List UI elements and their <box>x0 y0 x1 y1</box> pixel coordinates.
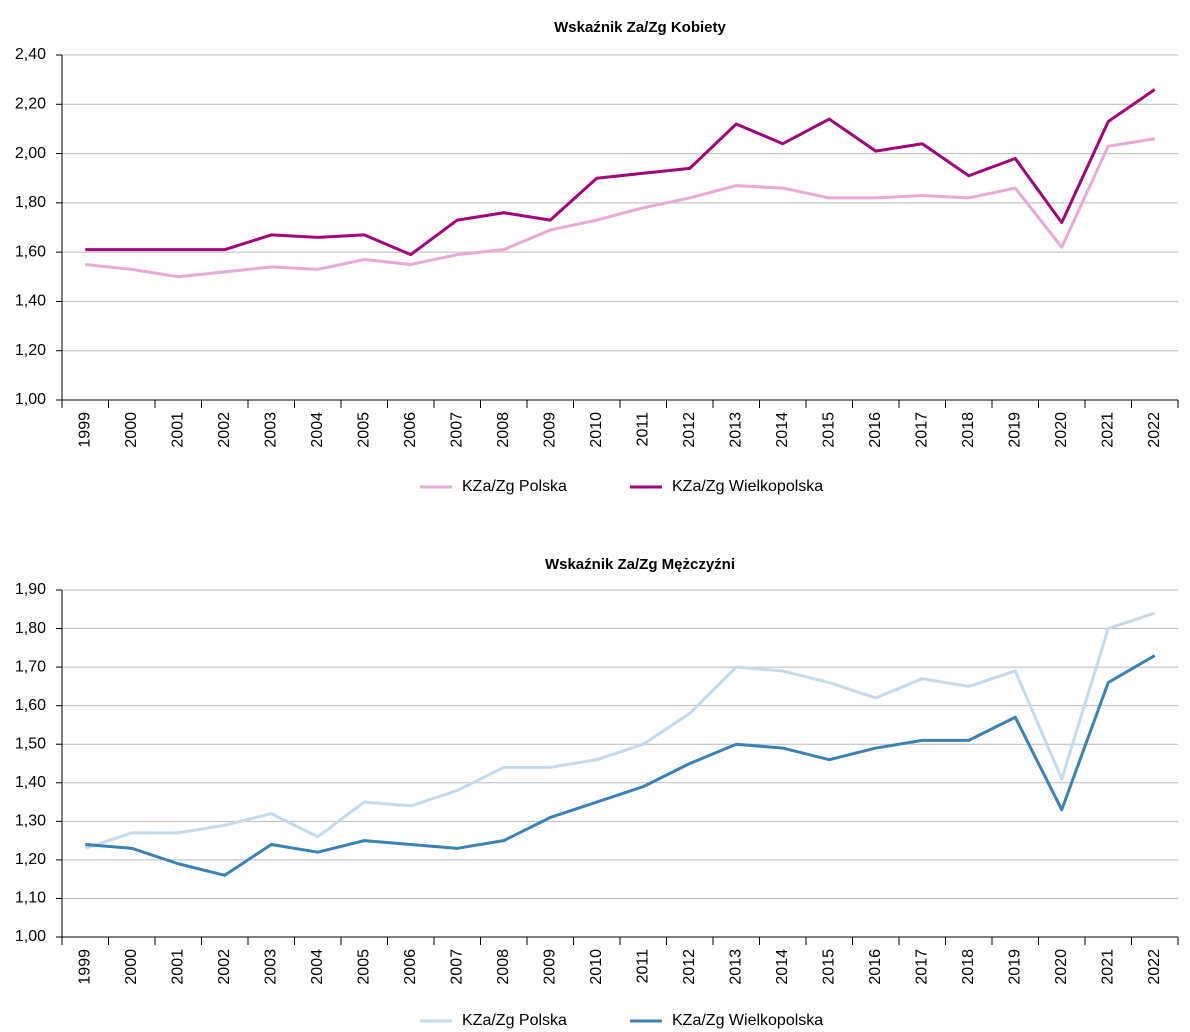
x-tick-label: 1999 <box>76 412 93 448</box>
x-tick-label: 2005 <box>355 412 372 448</box>
x-tick-label: 2011 <box>634 412 651 447</box>
x-tick-label: 2013 <box>727 949 744 985</box>
x-tick-label: 2008 <box>495 949 512 985</box>
x-tick-label: 2019 <box>1006 949 1023 985</box>
y-tick-label: 1,40 <box>15 774 46 791</box>
y-tick-label: 1,00 <box>15 391 46 408</box>
x-tick-label: 2010 <box>588 412 605 448</box>
y-tick-label: 1,80 <box>15 194 46 211</box>
x-tick-label: 2000 <box>123 949 140 985</box>
x-tick-label: 2017 <box>913 949 930 985</box>
y-tick-label: 2,00 <box>15 145 46 162</box>
x-tick-label: 2021 <box>1099 412 1116 448</box>
x-tick-label: 2020 <box>1053 949 1070 985</box>
x-tick-label: 2001 <box>169 949 186 985</box>
x-tick-label: 2005 <box>355 949 372 985</box>
x-tick-label: 2001 <box>169 412 186 448</box>
x-tick-label: 2003 <box>262 949 279 985</box>
series-line <box>84 611 1156 850</box>
y-tick-label: 1,60 <box>15 243 46 260</box>
y-tick-label: 1,20 <box>15 342 46 359</box>
y-tick-label: 2,20 <box>15 96 46 113</box>
x-tick-label: 2016 <box>867 949 884 985</box>
y-tick-label: 1,30 <box>15 813 46 830</box>
x-tick-label: 2014 <box>774 949 791 985</box>
legend-label: KZa/Zg Wielkopolska <box>672 1012 823 1029</box>
y-tick-label: 1,60 <box>15 697 46 714</box>
x-tick-label: 2008 <box>495 412 512 448</box>
y-tick-label: 1,00 <box>15 928 46 945</box>
x-tick-label: 2012 <box>681 949 698 985</box>
y-tick-label: 1,20 <box>15 851 46 868</box>
x-tick-label: 2022 <box>1146 949 1163 985</box>
x-tick-label: 2009 <box>541 949 558 985</box>
series-line <box>85 137 1155 279</box>
x-tick-label: 2015 <box>820 949 837 985</box>
x-tick-label: 2012 <box>681 412 698 448</box>
y-tick-label: 1,80 <box>15 620 46 637</box>
x-tick-label: 2007 <box>448 412 465 448</box>
x-tick-label: 2017 <box>913 412 930 448</box>
legend-label: KZa/Zg Wielkopolska <box>672 478 823 495</box>
x-tick-label: 2002 <box>216 949 233 985</box>
series-line <box>85 88 1156 257</box>
x-tick-label: 2018 <box>960 949 977 985</box>
x-tick-label: 2015 <box>820 412 837 448</box>
y-tick-label: 1,50 <box>15 735 46 752</box>
y-tick-label: 1,40 <box>15 293 46 310</box>
legend-label: KZa/Zg Polska <box>462 478 567 495</box>
x-tick-label: 2004 <box>309 949 326 985</box>
x-tick-label: 2013 <box>727 412 744 448</box>
x-tick-label: 2021 <box>1099 949 1116 985</box>
x-tick-label: 2020 <box>1053 412 1070 448</box>
x-tick-label: 2000 <box>123 412 140 448</box>
series-line <box>85 654 1156 877</box>
x-tick-label: 2006 <box>402 949 419 985</box>
x-tick-label: 2010 <box>588 949 605 985</box>
x-tick-label: 2007 <box>448 949 465 985</box>
chart-title: Wskaźnik Za/Zg Kobiety <box>554 19 726 36</box>
x-tick-label: 2022 <box>1146 412 1163 448</box>
x-tick-label: 2014 <box>774 412 791 448</box>
chart-title: Wskaźnik Za/Zg Mężczyźni <box>545 556 735 573</box>
y-tick-label: 1,90 <box>15 581 46 598</box>
x-tick-label: 2019 <box>1006 412 1023 448</box>
x-tick-label: 2018 <box>960 412 977 448</box>
y-tick-label: 1,70 <box>15 658 46 675</box>
x-tick-label: 2006 <box>402 412 419 448</box>
legend-label: KZa/Zg Polska <box>462 1012 567 1029</box>
x-tick-label: 1999 <box>76 949 93 985</box>
x-tick-label: 2003 <box>262 412 279 448</box>
x-tick-label: 2009 <box>541 412 558 448</box>
x-tick-label: 2016 <box>867 412 884 448</box>
x-tick-label: 2011 <box>634 949 651 984</box>
y-tick-label: 2,40 <box>15 46 46 63</box>
x-tick-label: 2004 <box>309 412 326 448</box>
y-tick-label: 1,10 <box>15 890 46 907</box>
x-tick-label: 2002 <box>216 412 233 448</box>
